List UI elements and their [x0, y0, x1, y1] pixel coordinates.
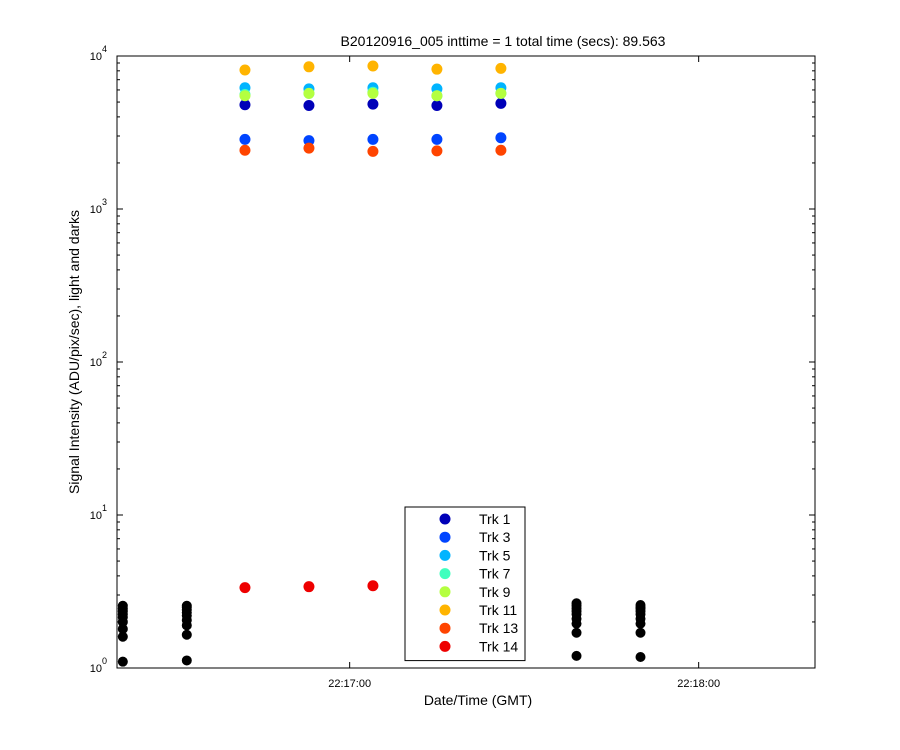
- y-tick-label-base: 10: [90, 357, 102, 369]
- y-tick-label-exponent: 1: [102, 503, 107, 513]
- y-axis-label: Signal Intensity (ADU/pix/sec), light an…: [66, 210, 82, 494]
- y-tick-label-exponent: 3: [102, 197, 107, 207]
- legend-marker: [439, 549, 451, 561]
- data-point: [431, 63, 443, 75]
- y-tick-label: 104: [90, 44, 107, 63]
- dark-point: [181, 629, 192, 640]
- dark-point: [571, 650, 582, 661]
- legend-marker: [439, 640, 451, 652]
- data-point: [303, 135, 315, 147]
- legend-label: Trk 5: [479, 547, 511, 563]
- data-point: [495, 87, 507, 99]
- data-point: [431, 99, 443, 111]
- data-point: [239, 90, 251, 102]
- y-tick-label-exponent: 2: [102, 350, 107, 360]
- x-tick-label: 22:18:00: [677, 678, 720, 690]
- data-point: [239, 99, 251, 111]
- y-tick-label-base: 10: [90, 51, 102, 63]
- data-point: [431, 90, 443, 102]
- data-point: [303, 87, 315, 99]
- dark-point: [181, 600, 192, 611]
- y-tick-label-base: 10: [90, 204, 102, 216]
- legend-marker: [439, 622, 451, 634]
- x-tick-label: 22:17:00: [328, 678, 371, 690]
- y-tick-label: 101: [90, 503, 107, 522]
- legend-label: Trk 7: [479, 566, 511, 582]
- y-tick-label-base: 10: [90, 510, 102, 522]
- data-point: [431, 133, 443, 145]
- data-point: [431, 145, 443, 157]
- dark-point: [571, 627, 582, 638]
- data-point: [303, 61, 315, 73]
- dark-point: [117, 631, 128, 642]
- dark-point: [571, 598, 582, 609]
- legend-label: Trk 13: [479, 620, 518, 636]
- legend-marker: [439, 604, 451, 616]
- data-point: [495, 132, 507, 144]
- y-tick-label-exponent: 4: [102, 44, 107, 54]
- data-point: [367, 145, 379, 157]
- data-point: [239, 133, 251, 145]
- data-point: [303, 142, 315, 154]
- legend-label: Trk 1: [479, 511, 511, 527]
- data-point: [495, 62, 507, 74]
- data-point: [367, 60, 379, 72]
- legend-marker: [439, 531, 451, 543]
- data-point: [367, 133, 379, 145]
- data-point: [367, 98, 379, 110]
- dark-point: [117, 600, 128, 611]
- data-point: [495, 97, 507, 109]
- dark-point: [635, 600, 646, 611]
- dark-point: [117, 623, 128, 634]
- data-point: [239, 582, 251, 594]
- legend-label: Trk 11: [479, 602, 517, 618]
- y-tick-label: 100: [90, 656, 107, 675]
- dark-point: [635, 652, 646, 663]
- data-point: [239, 144, 251, 156]
- data-point: [495, 144, 507, 156]
- y-tick-label-exponent: 0: [102, 656, 107, 666]
- dark-point: [181, 655, 192, 666]
- legend-box: [404, 506, 526, 662]
- dark-point: [635, 627, 646, 638]
- legend-marker: [439, 586, 451, 598]
- legend-label: Trk 14: [479, 638, 518, 654]
- y-tick-label: 102: [90, 350, 107, 369]
- legend: Trk 1 Trk 3 Trk 5 Trk 7 Trk 9 Trk 11 Trk 13 Trk…: [404, 506, 526, 662]
- dark-point: [117, 656, 128, 667]
- legend-label: Trk 9: [479, 584, 511, 600]
- legend-marker: [439, 568, 451, 580]
- data-point: [367, 87, 379, 99]
- legend-marker: [439, 513, 451, 525]
- y-tick-label: 103: [90, 197, 107, 216]
- data-point: [367, 580, 379, 592]
- data-point: [303, 99, 315, 111]
- y-tick-label-base: 10: [90, 663, 102, 675]
- chart-title: B20120916_005 inttime = 1 total time (se…: [341, 33, 666, 49]
- x-axis-label: Date/Time (GMT): [424, 692, 532, 708]
- legend-label: Trk 3: [479, 529, 511, 545]
- data-point: [239, 64, 251, 76]
- data-point: [303, 581, 315, 593]
